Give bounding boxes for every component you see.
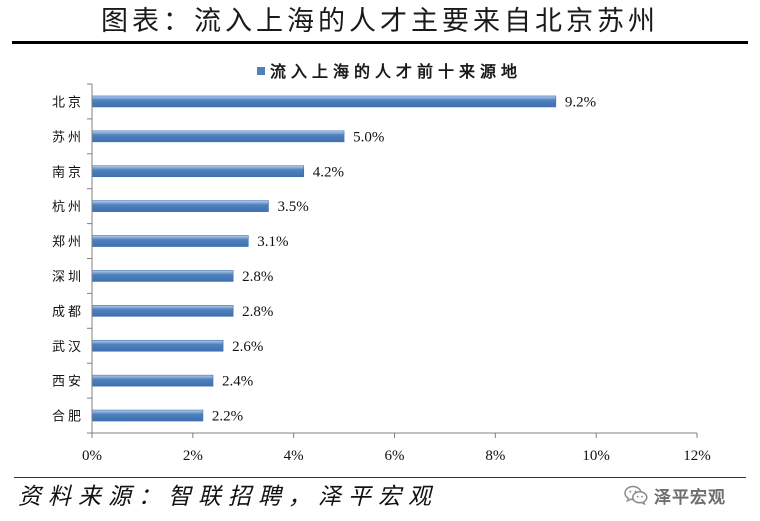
wechat-icon xyxy=(624,485,648,505)
category-label-6: 深圳 xyxy=(52,270,84,285)
bar-6 xyxy=(91,270,234,282)
x-tick-label-4: 8% xyxy=(485,448,505,464)
watermark-text: 泽平宏观 xyxy=(654,487,726,508)
category-label-9: 西安 xyxy=(52,375,84,390)
data-label-3: 4.2% xyxy=(313,164,344,180)
bar-4 xyxy=(91,200,269,212)
category-label-7: 成都 xyxy=(52,305,84,320)
x-tick-label-3: 6% xyxy=(385,448,405,464)
x-tick-labels: 0% 2% 4% 6% 8% 10% 12% xyxy=(82,448,711,464)
legend-label: 流入上海的人才前十来源地 xyxy=(270,62,522,81)
data-label-10: 2.2% xyxy=(212,409,243,425)
category-label-4: 杭州 xyxy=(52,200,84,215)
category-label-10: 合肥 xyxy=(52,410,84,425)
data-label-9: 2.4% xyxy=(222,374,253,390)
page-title: 图表：流入上海的人才主要来自北京苏州 xyxy=(101,6,659,37)
category-label-1: 北京 xyxy=(52,95,84,110)
data-label-6: 2.8% xyxy=(242,269,273,285)
legend: 流入上海的人才前十来源地 xyxy=(257,62,522,81)
data-label-5: 3.1% xyxy=(257,234,288,250)
title-divider xyxy=(12,41,748,44)
bar-2 xyxy=(91,130,345,143)
bar-9 xyxy=(91,374,214,387)
category-label-3: 南京 xyxy=(52,164,84,180)
data-label-1: 9.2% xyxy=(565,94,596,110)
source-note: 资料来源：智联招聘，泽平宏观 xyxy=(18,484,438,510)
bar-10 xyxy=(91,409,204,422)
category-label-5: 郑州 xyxy=(52,235,84,250)
x-tick-label-5: 10% xyxy=(582,448,610,464)
data-label-7: 2.8% xyxy=(242,304,273,320)
category-label-2: 苏州 xyxy=(52,129,84,145)
bar-8 xyxy=(91,339,224,352)
data-label-2: 5.0% xyxy=(353,129,384,145)
bar-7 xyxy=(91,305,234,317)
value-labels: 9.2% 5.0% 4.2% 3.5% 3.1% 2.8% 2.8% 2.6% 2.4% 2.2% xyxy=(212,94,596,424)
bars-layer xyxy=(91,95,557,422)
watermark: 泽平宏观 xyxy=(624,483,726,508)
bar-5 xyxy=(91,235,249,247)
data-label-4: 3.5% xyxy=(277,199,308,215)
footer-divider xyxy=(14,477,746,478)
x-tick-label-2: 4% xyxy=(284,448,304,464)
category-label-8: 武汉 xyxy=(52,340,84,355)
bar-1 xyxy=(91,95,557,108)
bar-3 xyxy=(91,165,305,178)
axes-layer xyxy=(87,83,698,438)
x-tick-label-6: 12% xyxy=(683,448,711,464)
x-tick-label-0: 0% xyxy=(82,448,102,464)
legend-swatch xyxy=(257,67,265,75)
data-label-8: 2.6% xyxy=(232,339,263,355)
x-tick-label-1: 2% xyxy=(183,448,203,464)
